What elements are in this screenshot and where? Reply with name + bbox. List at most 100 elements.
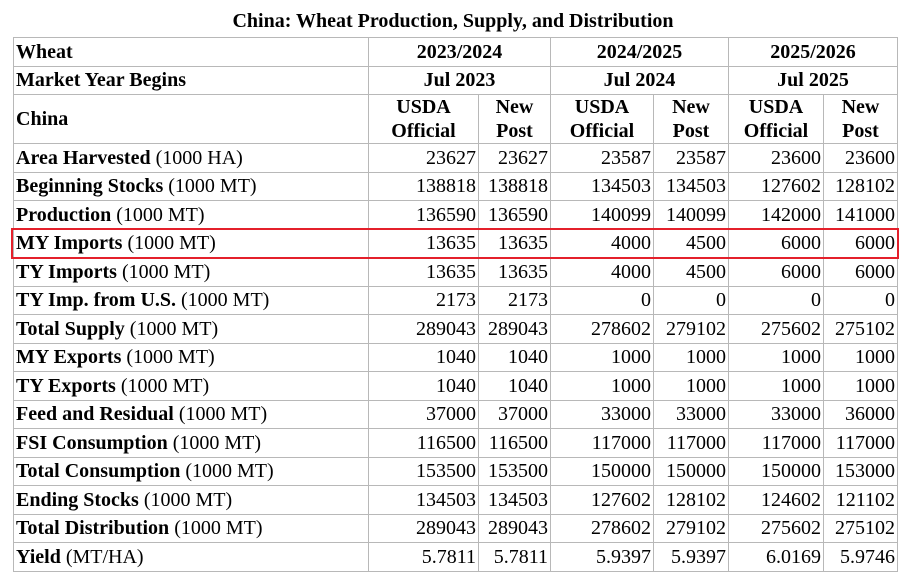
cell-value: 150000 bbox=[728, 456, 824, 486]
row-unit: (1000 MT) bbox=[172, 431, 262, 454]
row-unit: (1000 MT) bbox=[178, 403, 268, 426]
psd-table: Wheat 2023/2024 2024/2025 2025/2026 Mark… bbox=[13, 37, 898, 572]
cell-value: 6000 bbox=[823, 257, 898, 287]
row-unit: (MT/HA) bbox=[65, 545, 144, 568]
header-year-1: 2023/2024 bbox=[368, 37, 551, 67]
row-unit: (1000 MT) bbox=[181, 289, 270, 312]
cell-value: 134503 bbox=[478, 485, 551, 515]
cell-value: 1000 bbox=[653, 342, 729, 372]
cell-value: 6000 bbox=[728, 257, 824, 287]
cell-value: 134503 bbox=[653, 171, 729, 201]
row-label: TY Imports (1000 MT) bbox=[13, 257, 369, 287]
cell-value: 127602 bbox=[550, 485, 654, 515]
row-label: Area Harvested (1000 HA) bbox=[13, 143, 369, 173]
row-label: Production (1000 MT) bbox=[13, 200, 369, 230]
cell-value: 127602 bbox=[728, 171, 824, 201]
cell-value: 136590 bbox=[368, 200, 479, 230]
row-name: Total Supply bbox=[16, 317, 125, 340]
cell-value: 140099 bbox=[653, 200, 729, 230]
table-row: Beginning Stocks (1000 MT) 138818 138818 13… bbox=[13, 171, 898, 201]
row-name: Production bbox=[16, 203, 112, 226]
cell-value: 2173 bbox=[368, 285, 479, 315]
cell-value: 289043 bbox=[368, 314, 479, 344]
table-row: MY Imports (1000 MT) 13635 13635 4000 4500 60… bbox=[13, 228, 898, 258]
row-unit: (1000 MT) bbox=[185, 460, 274, 483]
cell-value: 6000 bbox=[823, 228, 898, 258]
cell-value: 23587 bbox=[550, 143, 654, 173]
cell-value: 153500 bbox=[368, 456, 479, 486]
row-label: FSI Consumption (1000 MT) bbox=[13, 428, 369, 458]
cell-value: 275102 bbox=[823, 513, 898, 543]
row-label: Yield (MT/HA) bbox=[13, 542, 369, 572]
row-unit: (1000 MT) bbox=[121, 260, 211, 283]
row-name: Feed and Residual bbox=[16, 403, 174, 426]
table-row: Ending Stocks (1000 MT) 134503 134503 12760… bbox=[13, 485, 898, 515]
cell-value: 138818 bbox=[478, 171, 551, 201]
cell-value: 134503 bbox=[550, 171, 654, 201]
cell-value: 1000 bbox=[823, 342, 898, 372]
cell-value: 1040 bbox=[478, 371, 551, 401]
cell-value: 117000 bbox=[823, 428, 898, 458]
cell-value: 289043 bbox=[478, 513, 551, 543]
row-label: MY Exports (1000 MT) bbox=[13, 342, 369, 372]
cell-value: 275602 bbox=[728, 513, 824, 543]
cell-value: 278602 bbox=[550, 513, 654, 543]
cell-value: 0 bbox=[550, 285, 654, 315]
row-unit: (1000 MT) bbox=[127, 232, 216, 255]
row-label: Feed and Residual (1000 MT) bbox=[13, 399, 369, 429]
cell-value: 153000 bbox=[823, 456, 898, 486]
header-row-begins: Market Year Begins Jul 2023 Jul 2024 Jul… bbox=[13, 65, 898, 95]
row-unit: (1000 HA) bbox=[155, 146, 243, 169]
cell-value: 136590 bbox=[478, 200, 551, 230]
table-row: Total Distribution (1000 MT) 289043 289043… bbox=[13, 513, 898, 543]
cell-value: 13635 bbox=[478, 257, 551, 287]
table-row: TY Exports (1000 MT) 1040 1040 1000 1000 1000… bbox=[13, 371, 898, 401]
row-label: Total Consumption (1000 MT) bbox=[13, 456, 369, 486]
cell-value: 23600 bbox=[728, 143, 824, 173]
cell-value: 279102 bbox=[653, 513, 729, 543]
header-new-post: New Post bbox=[823, 94, 898, 144]
cell-value: 6.0169 bbox=[728, 542, 824, 572]
cell-value: 117000 bbox=[728, 428, 824, 458]
row-label: TY Imp. from U.S. (1000 MT) bbox=[13, 285, 369, 315]
cell-value: 1040 bbox=[478, 342, 551, 372]
row-name: MY Imports bbox=[16, 232, 123, 255]
cell-value: 1000 bbox=[550, 342, 654, 372]
cell-value: 1000 bbox=[823, 371, 898, 401]
header-country-label: China bbox=[13, 94, 369, 144]
cell-value: 289043 bbox=[478, 314, 551, 344]
cell-value: 1000 bbox=[728, 342, 824, 372]
header-year-3: 2025/2026 bbox=[728, 37, 898, 67]
header-usda-official: USDA Official bbox=[728, 94, 824, 144]
cell-value: 0 bbox=[823, 285, 898, 315]
row-name: MY Exports bbox=[16, 346, 122, 369]
table-title: China: Wheat Production, Supply, and Dis… bbox=[232, 10, 674, 32]
row-label: Ending Stocks (1000 MT) bbox=[13, 485, 369, 515]
cell-value: 13635 bbox=[368, 257, 479, 287]
header-year-2: 2024/2025 bbox=[550, 37, 729, 67]
header-usda-official: USDA Official bbox=[368, 94, 479, 144]
header-market-year-label: Market Year Begins bbox=[13, 65, 369, 95]
cell-value: 37000 bbox=[478, 399, 551, 429]
cell-value: 5.7811 bbox=[368, 542, 479, 572]
cell-value: 5.7811 bbox=[478, 542, 551, 572]
cell-value: 153500 bbox=[478, 456, 551, 486]
cell-value: 13635 bbox=[478, 228, 551, 258]
row-unit: (1000 MT) bbox=[174, 517, 263, 540]
row-unit: (1000 MT) bbox=[120, 374, 210, 397]
cell-value: 23627 bbox=[478, 143, 551, 173]
cell-value: 0 bbox=[653, 285, 729, 315]
cell-value: 5.9397 bbox=[653, 542, 729, 572]
cell-value: 142000 bbox=[728, 200, 824, 230]
cell-value: 150000 bbox=[550, 456, 654, 486]
row-label: Total Supply (1000 MT) bbox=[13, 314, 369, 344]
header-usda-official: USDA Official bbox=[550, 94, 654, 144]
cell-value: 128102 bbox=[823, 171, 898, 201]
cell-value: 1000 bbox=[550, 371, 654, 401]
cell-value: 138818 bbox=[368, 171, 479, 201]
row-unit: (1000 MT) bbox=[116, 203, 205, 226]
cell-value: 2173 bbox=[478, 285, 551, 315]
cell-value: 4000 bbox=[550, 228, 654, 258]
cell-value: 1000 bbox=[728, 371, 824, 401]
cell-value: 4500 bbox=[653, 257, 729, 287]
